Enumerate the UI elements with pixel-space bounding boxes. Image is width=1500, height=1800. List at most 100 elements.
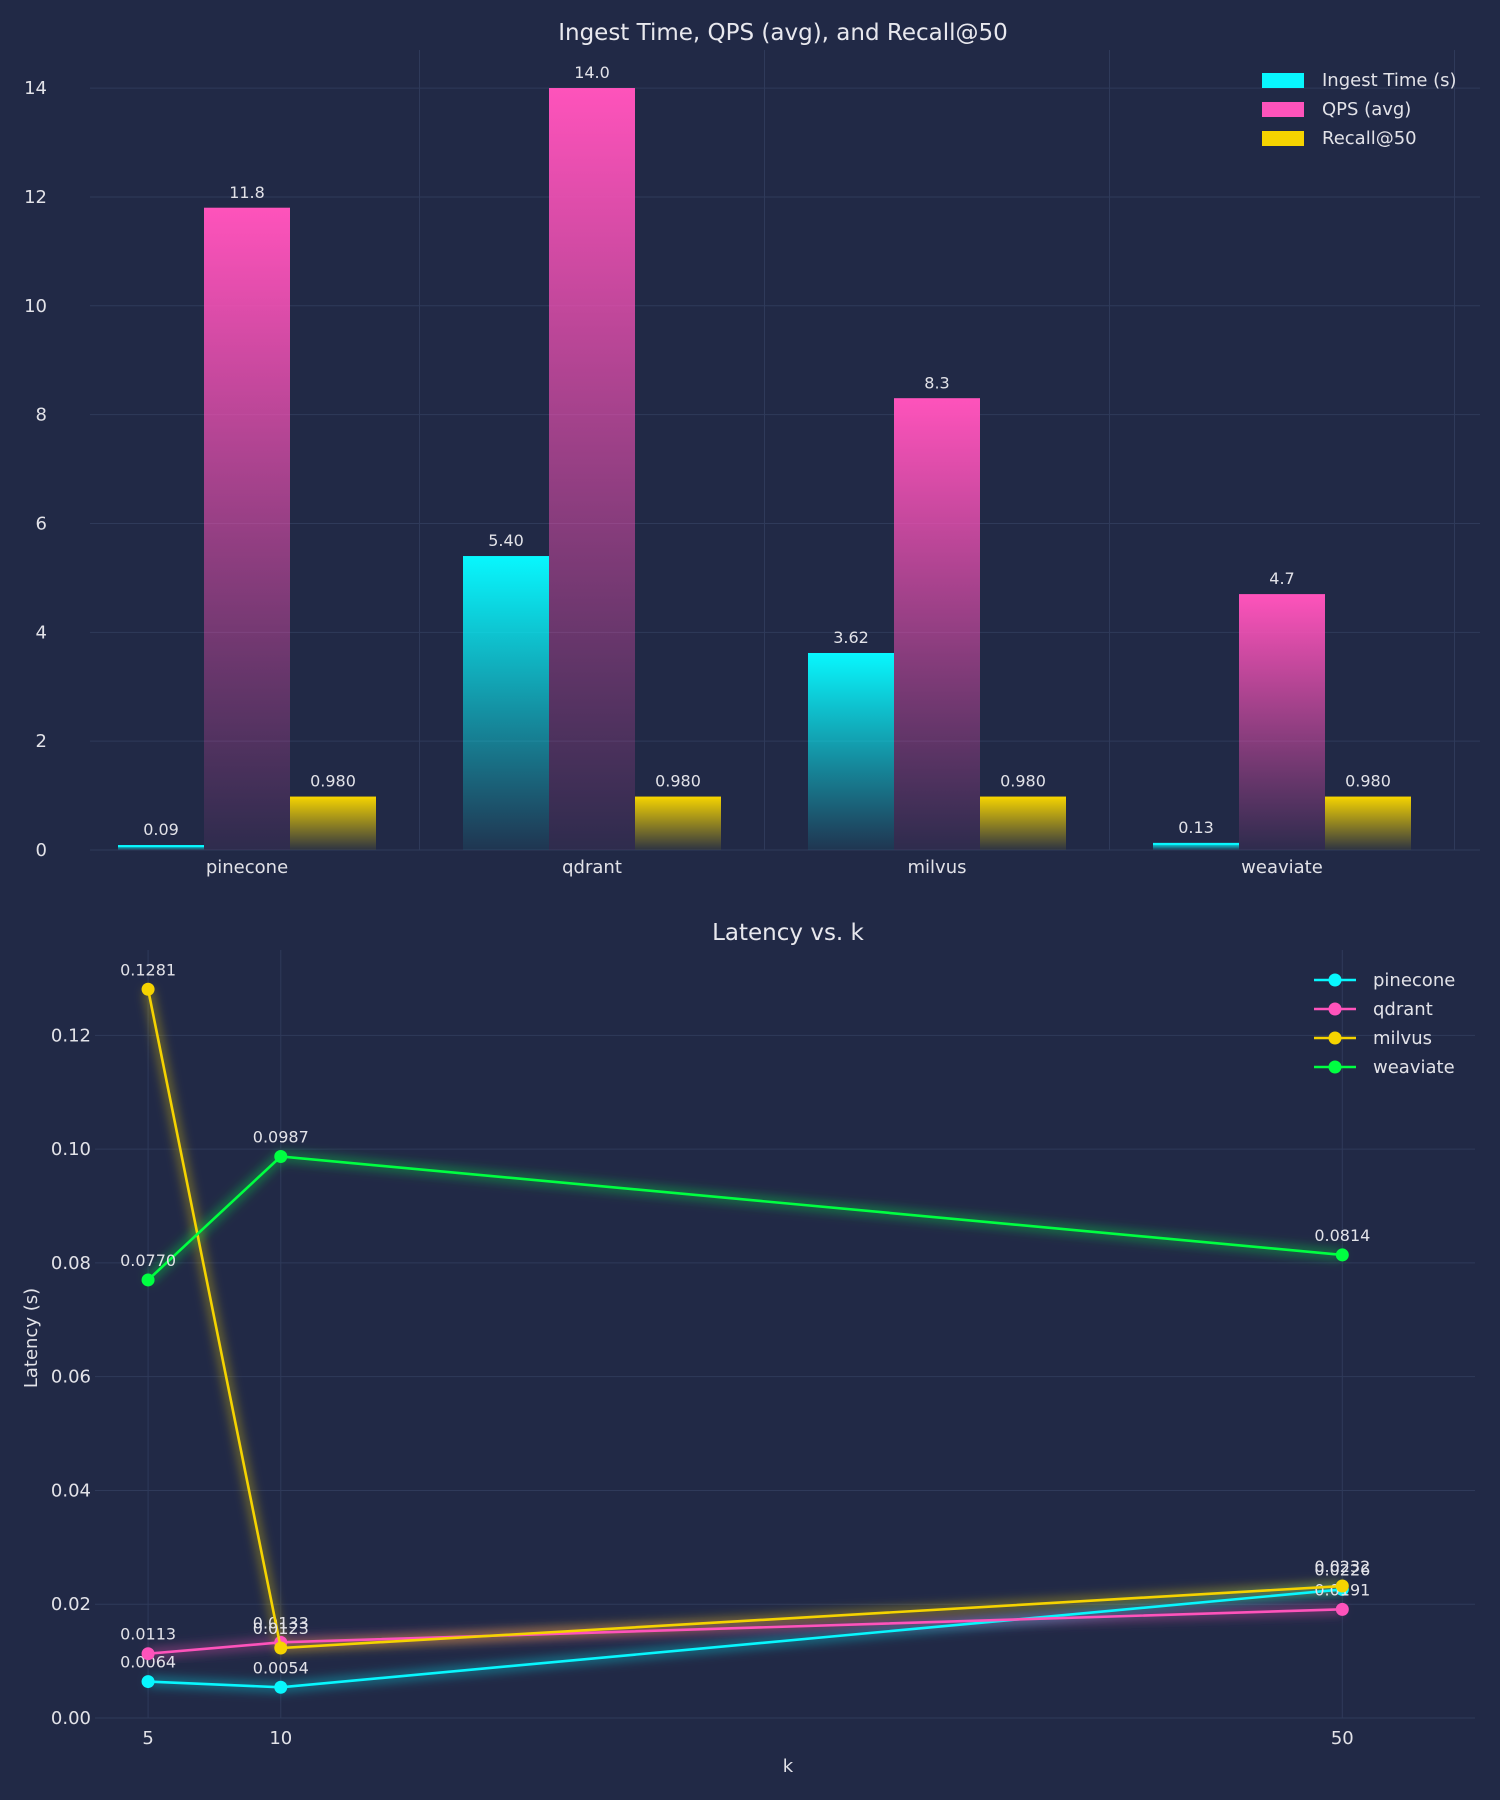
point-milvus <box>141 982 155 996</box>
point-label-pinecone: 0.0054 <box>253 1658 309 1677</box>
legend-marker-weaviate <box>1328 1060 1342 1074</box>
bar-recall-50-milvus <box>980 796 1066 850</box>
legend-swatch-recall-50 <box>1262 131 1304 146</box>
legend-label-weaviate: weaviate <box>1373 1057 1455 1078</box>
legend-label-pinecone: pinecone <box>1373 970 1455 991</box>
bar-top-edge <box>808 652 894 655</box>
bar-data-label: 0.09 <box>143 820 179 839</box>
bar-recall-50-pinecone <box>290 796 376 850</box>
bar-data-label: 0.13 <box>1178 818 1214 837</box>
bar-chart-ytick-label: 6 <box>36 513 47 534</box>
bar-top-edge <box>204 207 290 210</box>
point-label-pinecone: 0.0064 <box>120 1653 176 1672</box>
bar-chart-ytick-label: 0 <box>36 840 47 861</box>
bar-chart-ingest-qps-recall: Ingest Time, QPS (avg), and Recall@50 0 2… <box>24 20 1480 878</box>
bar-chart-title: Ingest Time, QPS (avg), and Recall@50 <box>558 20 1008 46</box>
bar-data-label: 0.980 <box>1345 772 1391 791</box>
bar-data-label: 14.0 <box>574 63 610 82</box>
bar-qps-avg-pinecone <box>204 207 290 851</box>
bar-chart-ytick-label: 4 <box>36 622 47 643</box>
bar-top-edge <box>1239 594 1325 597</box>
bar-data-label: 0.980 <box>1000 772 1046 791</box>
bar-data-label: 8.3 <box>924 373 949 392</box>
bar-qps-avg-milvus <box>894 398 980 850</box>
legend-marker-pinecone <box>1328 973 1342 987</box>
bar-data-label: 11.8 <box>229 183 265 202</box>
line-chart-ytick-label: 0.10 <box>51 1139 91 1160</box>
point-label-milvus: 0.0232 <box>1314 1557 1370 1576</box>
point-label-qdrant: 0.0133 <box>253 1613 309 1632</box>
bar-top-edge <box>1153 842 1239 845</box>
legend-label-recall-50: Recall@50 <box>1322 128 1417 149</box>
line-chart-ytick-label: 0.08 <box>51 1253 91 1274</box>
bar-chart-ytick-label: 12 <box>24 187 47 208</box>
bar-chart-ytick-label: 8 <box>36 405 47 426</box>
line-chart-xlabel: k <box>783 1756 794 1777</box>
legend-marker-qdrant <box>1328 1002 1342 1016</box>
bar-ingest-time-s-qdrant <box>463 556 549 850</box>
point-label-weaviate: 0.0987 <box>253 1128 309 1147</box>
line-chart-latency-vs-k: Latency vs. k k Latency (s) 0.00 0.02 0.04… <box>21 920 1475 1777</box>
bar-top-edge <box>980 796 1066 799</box>
line-chart-title: Latency vs. k <box>712 920 864 946</box>
line-chart-ytick-label: 0.12 <box>51 1025 91 1046</box>
line-chart-xtick-label: 5 <box>142 1728 153 1749</box>
point-label-weaviate: 0.0770 <box>120 1251 176 1270</box>
line-chart-ylabel: Latency (s) <box>21 1288 42 1388</box>
bar-chart-ytick-label: 10 <box>24 296 47 317</box>
bar-data-label: 0.980 <box>655 772 701 791</box>
legend-marker-milvus <box>1328 1031 1342 1045</box>
line-chart-ytick-label: 0.06 <box>51 1367 91 1388</box>
bar-chart-xtick-label-qdrant: qdrant <box>562 857 622 878</box>
legend-label-milvus: milvus <box>1373 1028 1432 1049</box>
bar-ingest-time-s-milvus <box>808 652 894 850</box>
bar-qps-avg-weaviate <box>1239 594 1325 850</box>
bar-chart-xtick-label-weaviate: weaviate <box>1241 857 1323 878</box>
bar-top-edge <box>118 845 204 848</box>
bar-top-edge <box>894 398 980 401</box>
line-chart-xtick-label: 10 <box>269 1728 292 1749</box>
line-chart-xtick-label: 50 <box>1331 1728 1354 1749</box>
bar-chart-ytick-label: 14 <box>24 78 47 99</box>
bar-chart-xtick-label-milvus: milvus <box>908 857 967 878</box>
bar-top-edge <box>290 796 376 799</box>
point-label-weaviate: 0.0814 <box>1314 1226 1370 1245</box>
point-milvus <box>1335 1579 1349 1593</box>
bar-top-edge <box>1325 796 1411 799</box>
bar-top-edge <box>635 796 721 799</box>
point-label-milvus: 0.1281 <box>120 960 176 979</box>
legend-label-qdrant: qdrant <box>1373 999 1433 1020</box>
point-label-pinecone: 0.0226 <box>1314 1560 1370 1579</box>
bar-recall-50-qdrant <box>635 796 721 850</box>
legend-swatch-qps-avg <box>1262 102 1304 117</box>
bar-chart-legend: Ingest Time (s) QPS (avg) Recall@50 <box>1262 70 1457 149</box>
legend-swatch-ingest-time-s <box>1262 73 1304 88</box>
bar-data-label: 5.40 <box>488 531 524 550</box>
point-qdrant <box>1335 1602 1349 1616</box>
point-qdrant <box>141 1647 155 1661</box>
point-label-qdrant: 0.0113 <box>120 1625 176 1644</box>
legend-label-ingest-time-s: Ingest Time (s) <box>1322 70 1457 91</box>
point-weaviate <box>274 1150 288 1164</box>
point-milvus <box>274 1641 288 1655</box>
bar-qps-avg-qdrant <box>549 88 635 851</box>
bar-ingest-time-s-weaviate <box>1153 842 1239 850</box>
bar-data-label: 4.7 <box>1269 569 1294 588</box>
point-weaviate <box>141 1273 155 1287</box>
bar-data-label: 0.980 <box>310 772 356 791</box>
bar-chart-xtick-label-pinecone: pinecone <box>206 857 288 878</box>
bar-chart-ytick-label: 2 <box>36 731 47 752</box>
bar-data-label: 3.62 <box>833 628 869 647</box>
point-pinecone <box>274 1680 288 1694</box>
point-pinecone <box>141 1675 155 1689</box>
line-chart-ytick-label: 0.02 <box>51 1594 91 1615</box>
bar-top-edge <box>549 88 635 91</box>
point-label-milvus: 0.0123 <box>253 1619 309 1638</box>
bar-ingest-time-s-pinecone <box>118 845 204 850</box>
point-weaviate <box>1335 1248 1349 1262</box>
bar-top-edge <box>463 556 549 559</box>
line-chart-legend: pinecone qdrant milvus weaviate <box>1314 970 1455 1078</box>
bar-recall-50-weaviate <box>1325 796 1411 850</box>
line-chart-ytick-label: 0.00 <box>51 1708 91 1729</box>
